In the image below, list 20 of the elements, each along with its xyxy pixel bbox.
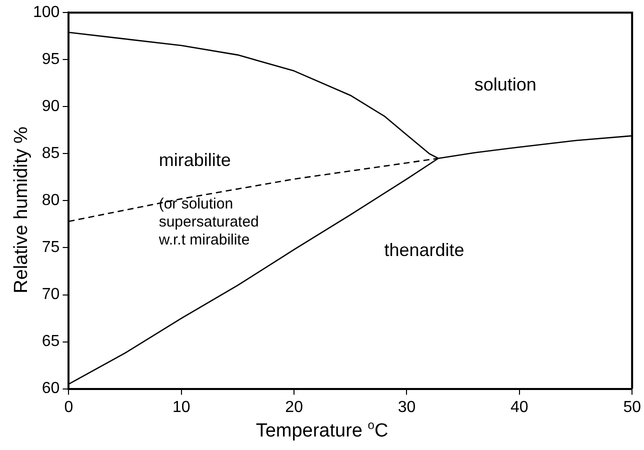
y-tick-label: 85 (42, 145, 60, 162)
x-tick-label: 10 (172, 398, 190, 416)
y-tick-label: 90 (42, 98, 60, 116)
y-tick-label: 60 (42, 380, 60, 398)
annotation: mirabilite (158, 150, 231, 170)
x-tick-label: 40 (510, 398, 528, 416)
y-tick-label: 80 (42, 192, 60, 210)
annotation: solution (474, 74, 536, 95)
y-tick-label: 65 (42, 333, 60, 350)
annotation: thenardite (384, 240, 464, 260)
y-tick-label: 95 (42, 51, 60, 68)
x-tick-label: 30 (398, 398, 416, 416)
x-tick-label: 20 (285, 398, 304, 416)
y-tick-label: 70 (42, 286, 60, 304)
y-tick-label: 100 (32, 4, 60, 22)
x-tick-label: 50 (623, 398, 642, 416)
x-tick-label: 0 (64, 398, 74, 416)
y-tick-label: 75 (42, 239, 60, 256)
y-axis-title: Relative humidity % (11, 126, 33, 294)
x-axis-title: Temperature $^{o}$C (254, 418, 390, 442)
